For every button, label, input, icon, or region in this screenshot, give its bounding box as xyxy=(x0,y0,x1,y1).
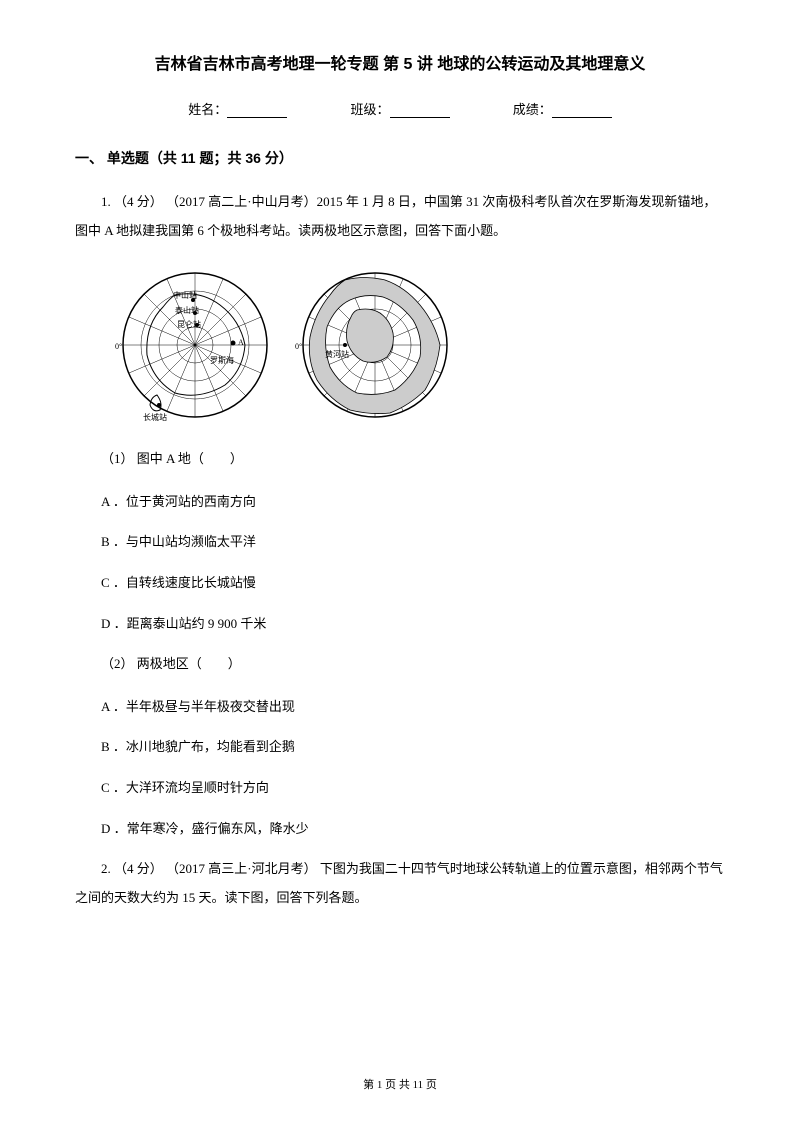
q1-sub1-opt-a: A ．位于黄河站的西南方向 xyxy=(75,488,725,517)
q1-sub2-opt-b: B ．冰川地貌广布，均能看到企鹅 xyxy=(75,733,725,762)
class-label: 班级： xyxy=(350,102,389,117)
q1-sub1-opt-c: C ．自转线速度比长城站慢 xyxy=(75,569,725,598)
changcheng-label: 长城站 xyxy=(143,412,167,422)
q1-sub2-opt-c: C ．大洋环流均呈顺时针方向 xyxy=(75,774,725,803)
zhongshan-label: 中山站 xyxy=(173,290,197,300)
section-header: 一、 单选题（共 11 题；共 36 分） xyxy=(75,148,725,168)
score-blank xyxy=(552,102,612,118)
q1-sub1-opt-b: B ．与中山站均濒临太平洋 xyxy=(75,528,725,557)
polar-maps-diagram: 中山站 泰山站 昆仑站 A 罗斯海 长城站 0° 黄河站 0° xyxy=(115,265,725,425)
taishan-label: 泰山站 xyxy=(175,305,199,315)
marker-a-label: A xyxy=(238,338,244,347)
document-title: 吉林省吉林市高考地理一轮专题 第 5 讲 地球的公转运动及其地理意义 xyxy=(75,50,725,74)
q1-sub2-opt-d: D ．常年寒冷，盛行偏东风，降水少 xyxy=(75,815,725,844)
class-field: 班级： xyxy=(350,99,449,118)
rosshai-label: 罗斯海 xyxy=(210,355,234,365)
q1-sub1: （1） 图中 A 地（ ） xyxy=(75,445,725,474)
name-label: 姓名： xyxy=(188,102,227,117)
q1-sub2-opt-a: A ．半年极昼与半年极夜交替出现 xyxy=(75,693,725,722)
score-label: 成绩： xyxy=(513,102,552,117)
student-info-row: 姓名： 班级： 成绩： xyxy=(75,99,725,118)
question-1-text: 1. （4 分） （2017 高二上·中山月考）2015 年 1 月 8 日，中… xyxy=(75,188,725,245)
page-footer: 第 1 页 共 11 页 xyxy=(0,1076,800,1092)
name-blank xyxy=(227,102,287,118)
q1-sub2: （2） 两极地区（ ） xyxy=(75,650,725,679)
zero-deg-arctic: 0° xyxy=(295,342,302,351)
question-2-text: 2. （4 分） （2017 高三上·河北月考） 下图为我国二十四节气时地球公转… xyxy=(75,855,725,912)
zero-deg-left: 0° xyxy=(115,342,122,351)
q1-sub1-opt-d: D ．距离泰山站约 9 900 千米 xyxy=(75,610,725,639)
class-blank xyxy=(390,102,450,118)
antarctic-map: 中山站 泰山站 昆仑站 A 罗斯海 长城站 0° xyxy=(115,265,275,425)
kunlun-label: 昆仑站 xyxy=(177,319,201,329)
name-field: 姓名： xyxy=(188,99,287,118)
huanghe-label: 黄河站 xyxy=(325,349,349,359)
arctic-map: 黄河站 0° xyxy=(295,265,455,425)
score-field: 成绩： xyxy=(513,99,612,118)
